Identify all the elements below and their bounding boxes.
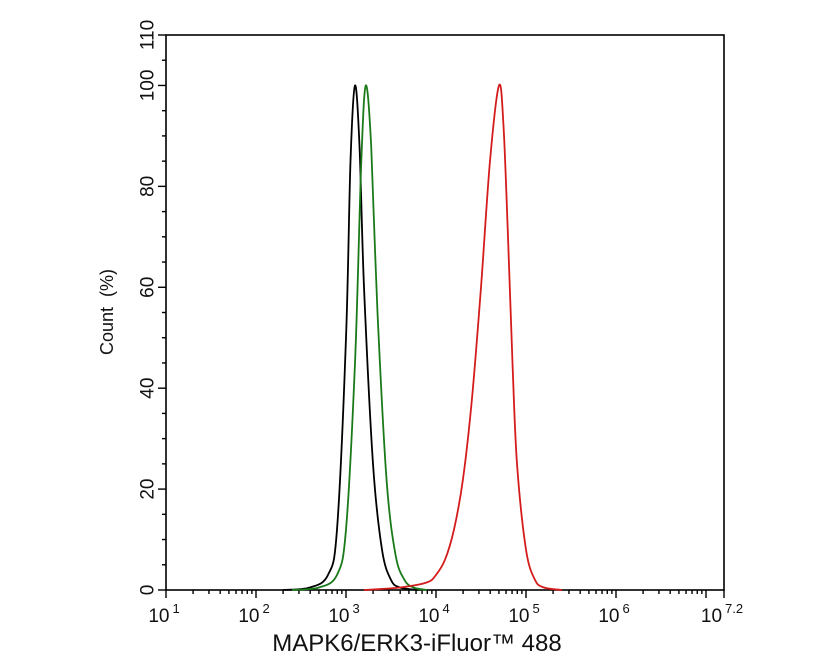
y-axis-tick-labels: 0 20 40 60 80 100 110: [138, 20, 159, 595]
y-tick-label: 40: [138, 378, 159, 399]
histogram-curves: [282, 83, 563, 591]
x-tick-label: 10 2: [238, 601, 269, 627]
x-tick-label: 10 6: [598, 601, 629, 627]
control-curve: [282, 84, 419, 591]
y-tick-label: 0: [138, 585, 159, 596]
y-tick-label: 110: [138, 20, 159, 50]
x-tick-label: 10 5: [508, 601, 539, 627]
y-axis-ticks: [158, 34, 166, 591]
x-tick-label: 10 1: [148, 601, 179, 627]
y-tick-label: 80: [138, 176, 159, 197]
x-axis-title: MAPK6/ERK3-iFluor™ 488: [272, 630, 561, 657]
x-axis-tick-labels: 10 1 10 2 10 3 10 4 10 5 10 6 10 7.2: [148, 601, 743, 627]
isotype-curve: [291, 84, 428, 591]
y-axis-title: Count (%): [97, 269, 117, 355]
x-tick-label: 10 4: [418, 601, 449, 627]
y-tick-label: 100: [138, 70, 159, 102]
x-tick-label: 10 3: [328, 601, 359, 627]
y-tick-label: 60: [138, 277, 159, 298]
y-tick-label: 20: [138, 479, 159, 500]
sample-curve: [363, 83, 563, 591]
plot-frame: [165, 34, 725, 591]
x-tick-label: 10 7.2: [701, 601, 743, 627]
x-axis-ticks: [165, 590, 725, 598]
